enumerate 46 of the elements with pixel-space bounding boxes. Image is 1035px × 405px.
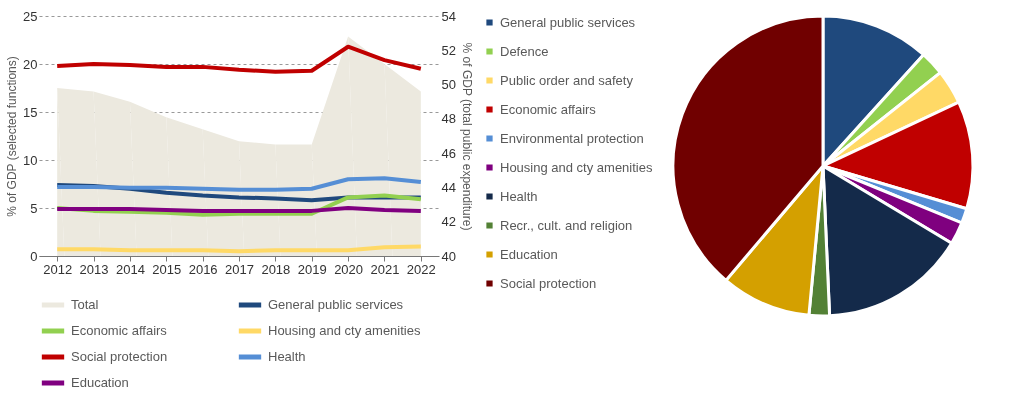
x-tick-label: 2016 — [188, 261, 218, 277]
x-tick-label: 2012 — [43, 261, 73, 277]
y-tick-label: 20 — [23, 56, 38, 72]
legend-label: Economic affairs — [500, 101, 597, 117]
x-tick-label: 2021 — [370, 261, 400, 277]
y2-tick-label: 40 — [441, 248, 456, 264]
y-tick-label: 0 — [30, 248, 38, 264]
legend-label: Environmental protection — [500, 130, 644, 146]
legend-label: Education — [500, 246, 558, 262]
legend-label: Housing and cty amenities — [268, 323, 421, 338]
legend-label: Economic affairs — [71, 323, 168, 338]
line-series — [55, 44, 423, 74]
y2-tick-label: 54 — [441, 8, 456, 24]
y2-axis-title: % of GDP (total public expenditure) — [459, 42, 474, 231]
legend-label: Social protection — [500, 275, 597, 291]
x-tick-label: 2013 — [79, 261, 109, 277]
legend-label: Health — [268, 349, 306, 364]
legend-label: Total — [71, 297, 99, 312]
line-series — [55, 176, 423, 192]
y2-tick-label: 48 — [441, 111, 456, 127]
y2-tick-label: 44 — [441, 179, 456, 195]
legend-label: General public services — [268, 297, 404, 312]
x-tick-label: 2018 — [261, 261, 291, 277]
legend-label: Social protection — [71, 349, 168, 364]
x-tick-label: 2017 — [225, 261, 254, 277]
x-tick-label: 2014 — [115, 261, 145, 277]
legend-label: General public services — [500, 14, 636, 30]
y-tick-label: 25 — [23, 8, 38, 24]
y2-tick-label: 50 — [441, 77, 456, 93]
legend-label: Public order and safety — [500, 72, 634, 88]
x-tick-label: 2020 — [334, 261, 364, 277]
legend-label: Health — [500, 188, 538, 204]
x-tick-label: 2022 — [406, 261, 436, 277]
legend-label: Recr., cult. and religion — [500, 217, 633, 233]
y-tick-label: 10 — [23, 152, 38, 168]
legend-label: Housing and cty amenities — [500, 159, 653, 175]
y-tick-label: 5 — [30, 200, 38, 216]
legend-label: Education — [71, 375, 129, 390]
x-tick-label: 2015 — [152, 261, 182, 277]
legend-label: Defence — [500, 43, 549, 59]
x-tick-label: 2019 — [297, 261, 327, 277]
y-axis-title: % of GDP (selected functions) — [5, 56, 20, 217]
y-tick-label: 15 — [23, 104, 38, 120]
y2-tick-label: 52 — [441, 42, 456, 58]
y2-tick-label: 42 — [441, 214, 456, 230]
y2-tick-label: 46 — [441, 145, 456, 161]
